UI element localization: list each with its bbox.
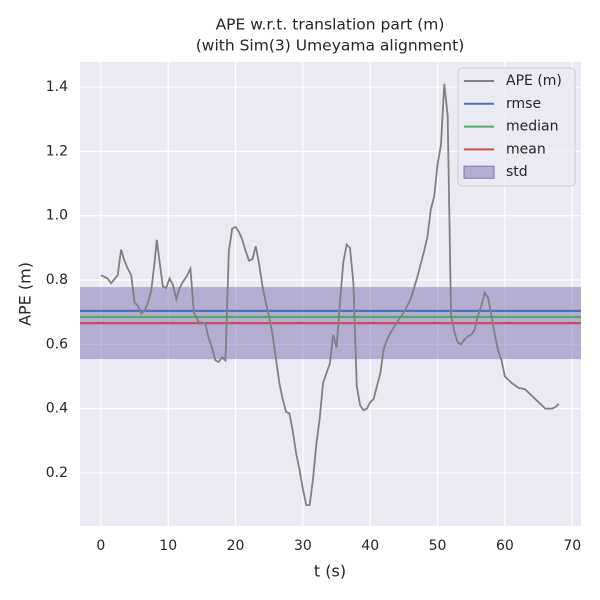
ape-line <box>100 83 560 506</box>
x-tick-label: 50 <box>429 538 447 554</box>
plot-layer <box>80 83 581 506</box>
x-tick-label: 10 <box>159 538 177 554</box>
y-tick-label: 0.8 <box>46 272 68 288</box>
legend-swatch <box>463 165 495 179</box>
y-tick-label: 1.4 <box>46 79 68 95</box>
chart-subtitle: (with Sim(3) Umeyama alignment) <box>196 37 465 55</box>
x-tick-label: 0 <box>96 538 105 554</box>
y-tick-label: 0.2 <box>46 465 68 481</box>
x-tick-label: 70 <box>563 538 581 554</box>
legend-label: median <box>506 119 558 135</box>
y-tick-label: 0.4 <box>46 401 68 417</box>
x-axis-label: t (s) <box>314 562 346 581</box>
legend-label: rmse <box>506 96 541 112</box>
x-tick-label: 40 <box>361 538 379 554</box>
y-tick-label: 1.0 <box>46 208 68 224</box>
x-tick-label: 20 <box>227 538 245 554</box>
legend-label: APE (m) <box>506 73 562 89</box>
legend-label: mean <box>506 141 546 157</box>
legend-box <box>457 67 576 187</box>
legend-label: std <box>506 164 528 180</box>
x-tick-label: 30 <box>294 538 312 554</box>
y-axis-label: APE (m) <box>16 262 35 326</box>
y-tick-label: 1.2 <box>46 143 68 159</box>
y-tick-label: 0.6 <box>46 336 68 352</box>
x-tick-label: 60 <box>496 538 514 554</box>
chart-title: APE w.r.t. translation part (m) <box>216 16 445 34</box>
